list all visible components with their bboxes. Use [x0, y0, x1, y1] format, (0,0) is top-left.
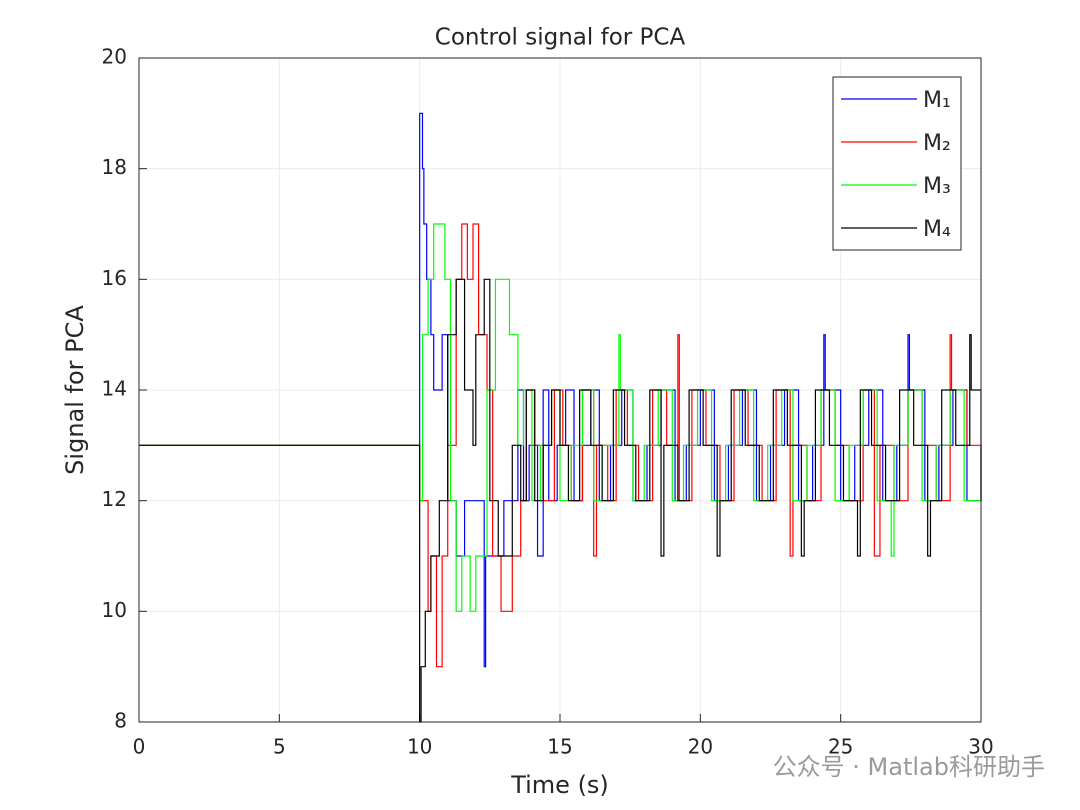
x-tick-label: 25	[828, 735, 853, 759]
y-tick-label: 14	[102, 377, 127, 401]
y-tick-label: 18	[102, 155, 127, 179]
x-tick-label: 20	[688, 735, 713, 759]
legend-box	[832, 76, 962, 251]
series-line	[139, 278, 982, 723]
y-tick-label: 12	[102, 487, 127, 511]
x-tick-label: 30	[968, 735, 993, 759]
legend-label: M₁	[923, 88, 951, 113]
y-tick-label: 10	[102, 598, 127, 622]
y-tick-label: 20	[102, 45, 127, 69]
x-tick-label: 15	[547, 735, 572, 759]
x-tick-label: 5	[273, 735, 286, 759]
axes-box	[138, 57, 982, 723]
y-tick-label: 16	[102, 266, 127, 290]
x-tick-label: 0	[133, 735, 146, 759]
legend-label: M₃	[923, 174, 951, 199]
y-axis-label: Signal for PCA	[61, 305, 89, 475]
x-axis-label: Time (s)	[510, 771, 609, 799]
y-tick-label: 8	[114, 709, 127, 733]
legend-label: M₄	[923, 217, 951, 242]
series-line	[139, 223, 982, 612]
chart-title: Control signal for PCA	[435, 25, 686, 51]
watermark: 公众号 · Matlab科研助手	[773, 753, 1045, 781]
legend-label: M₂	[923, 131, 951, 156]
x-tick-label: 10	[407, 735, 432, 759]
